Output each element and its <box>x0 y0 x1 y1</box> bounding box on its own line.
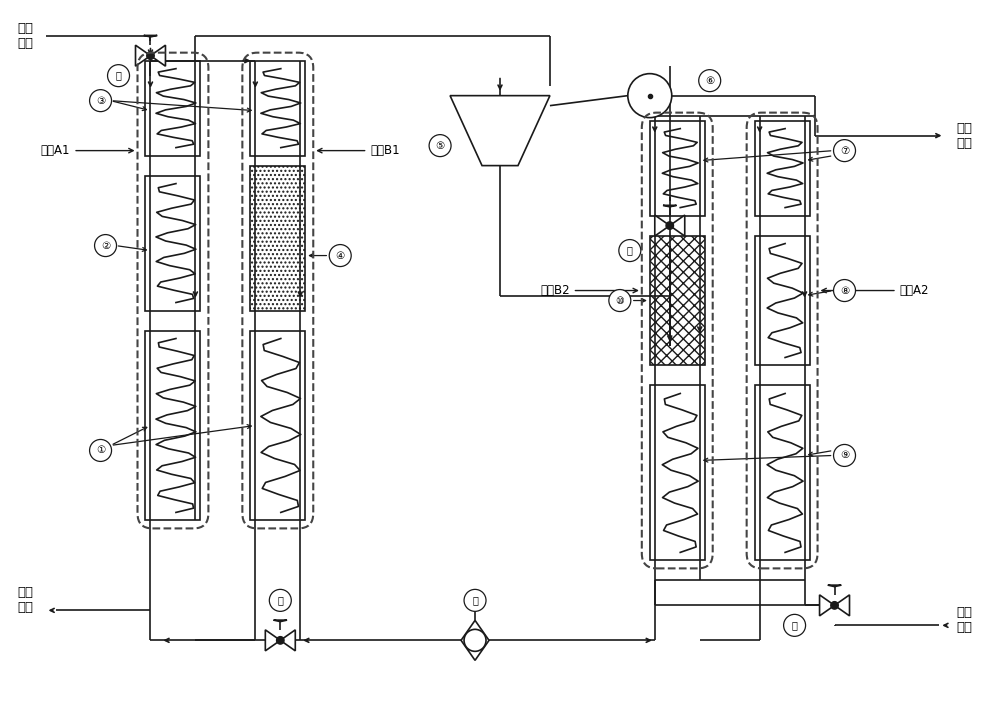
Bar <box>250 166 305 311</box>
Bar <box>755 236 810 366</box>
Text: ⑬: ⑬ <box>277 596 283 606</box>
Bar <box>145 176 200 311</box>
Circle shape <box>609 290 631 311</box>
Bar <box>145 61 200 156</box>
Circle shape <box>90 440 112 461</box>
Polygon shape <box>144 35 157 37</box>
Circle shape <box>831 601 838 609</box>
Polygon shape <box>461 620 489 660</box>
Text: 回路B2: 回路B2 <box>540 284 637 297</box>
Circle shape <box>628 74 672 118</box>
Text: 热源
入口: 热源 入口 <box>18 22 34 50</box>
Polygon shape <box>670 215 685 236</box>
Text: ⑧: ⑧ <box>840 286 849 296</box>
Polygon shape <box>663 205 677 207</box>
Circle shape <box>699 70 721 92</box>
Text: ①: ① <box>96 446 105 456</box>
Text: ⑮: ⑮ <box>792 620 798 630</box>
Circle shape <box>834 140 856 162</box>
Bar <box>755 386 810 560</box>
Circle shape <box>464 629 486 651</box>
Text: 回路B1: 回路B1 <box>318 144 400 157</box>
Polygon shape <box>136 45 150 66</box>
Bar <box>145 330 200 521</box>
Text: 冷源
入口: 冷源 入口 <box>956 606 972 634</box>
Polygon shape <box>150 45 165 66</box>
Text: ⑭: ⑭ <box>627 246 633 255</box>
Polygon shape <box>274 620 287 622</box>
Bar <box>650 386 705 560</box>
Text: 冷源
出口: 冷源 出口 <box>956 122 972 150</box>
Circle shape <box>95 234 117 257</box>
Circle shape <box>90 89 112 112</box>
Circle shape <box>666 222 674 229</box>
Circle shape <box>834 444 856 466</box>
Circle shape <box>619 239 641 262</box>
Text: ⑦: ⑦ <box>840 146 849 156</box>
Text: ⑥: ⑥ <box>705 76 714 86</box>
Bar <box>250 330 305 521</box>
Text: 回路A2: 回路A2 <box>822 284 929 297</box>
Text: ⑤: ⑤ <box>435 141 445 151</box>
Circle shape <box>108 65 130 87</box>
Circle shape <box>834 280 856 301</box>
Polygon shape <box>265 630 280 651</box>
Polygon shape <box>280 630 295 651</box>
Polygon shape <box>655 215 670 236</box>
Text: 回路A1: 回路A1 <box>41 144 133 157</box>
Polygon shape <box>828 585 841 587</box>
Text: ②: ② <box>101 241 110 251</box>
Circle shape <box>784 614 806 637</box>
Text: ⑩: ⑩ <box>615 296 624 306</box>
Circle shape <box>464 589 486 611</box>
Text: ⑨: ⑨ <box>840 451 849 461</box>
Text: ⑫: ⑫ <box>116 71 121 81</box>
Polygon shape <box>820 595 835 616</box>
Polygon shape <box>835 595 850 616</box>
Circle shape <box>429 135 451 156</box>
Circle shape <box>277 637 284 644</box>
Circle shape <box>269 589 291 611</box>
Bar <box>650 236 705 366</box>
Bar <box>650 120 705 216</box>
Bar <box>755 120 810 216</box>
Bar <box>250 61 305 156</box>
Text: ⑪: ⑪ <box>472 596 478 606</box>
Circle shape <box>329 244 351 267</box>
Text: ③: ③ <box>96 96 105 106</box>
Text: ④: ④ <box>336 251 345 260</box>
Polygon shape <box>450 96 550 166</box>
Circle shape <box>147 52 154 59</box>
Text: 热源
出口: 热源 出口 <box>18 586 34 614</box>
